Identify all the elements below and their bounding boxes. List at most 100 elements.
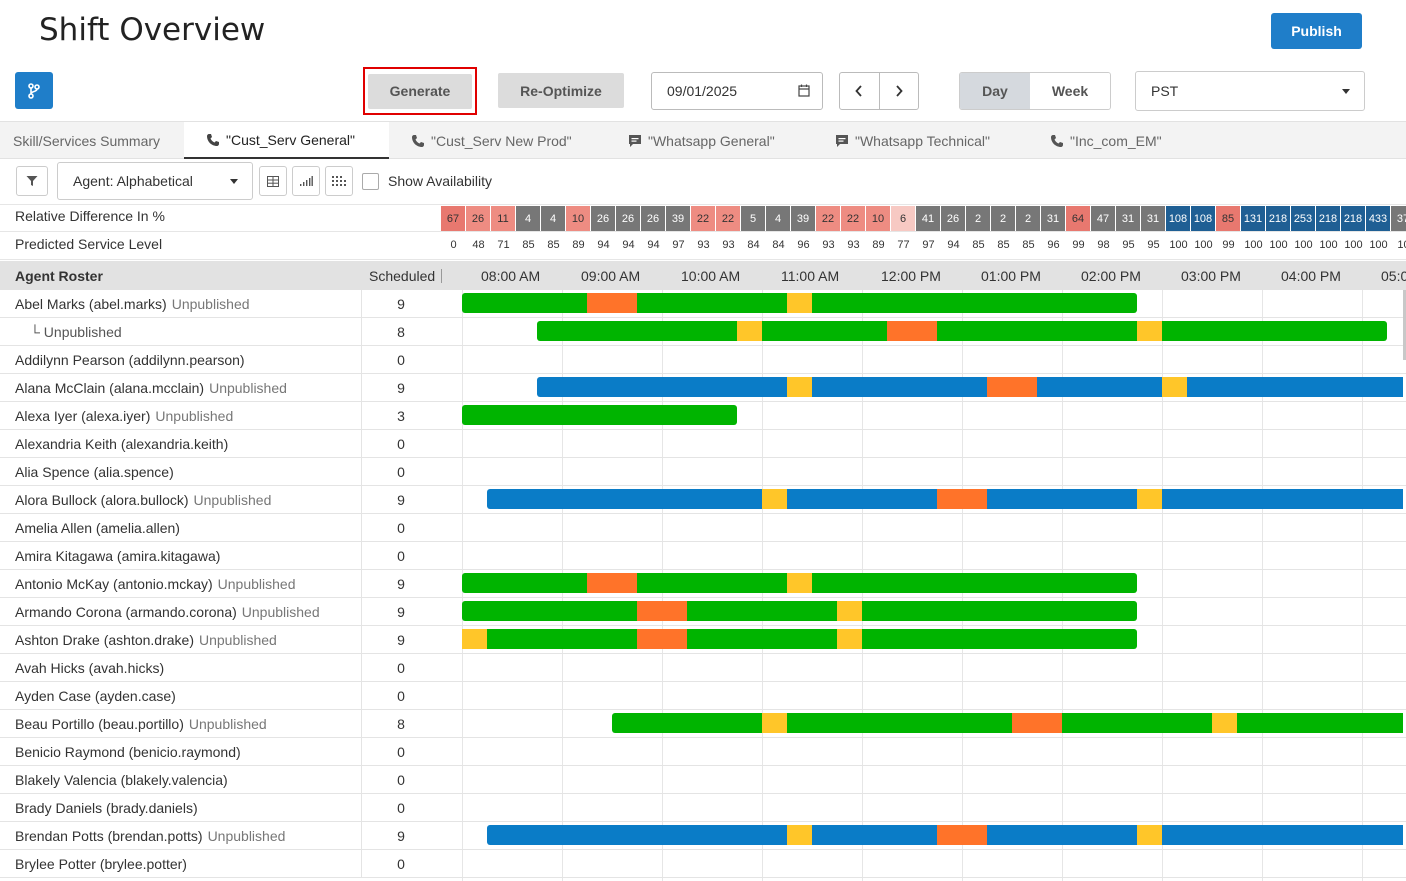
agent-row[interactable]: Abel Marks (abel.marks) Unpublished 9 bbox=[0, 290, 1406, 318]
shift-bar[interactable] bbox=[537, 321, 1387, 341]
tab-cust-serv-general[interactable]: "Cust_Serv General" bbox=[184, 122, 389, 159]
shift-bar[interactable] bbox=[612, 713, 1403, 733]
agent-row[interactable]: Alora Bullock (alora.bullock) Unpublished… bbox=[0, 486, 1406, 514]
shift-bar[interactable] bbox=[462, 601, 1137, 621]
lunch-segment[interactable] bbox=[637, 629, 687, 649]
agent-row[interactable]: Benicio Raymond (benicio.raymond) 0 bbox=[0, 738, 1406, 766]
break-segment[interactable] bbox=[737, 321, 762, 341]
lunch-segment[interactable] bbox=[937, 489, 987, 509]
break-segment[interactable] bbox=[837, 629, 862, 649]
agent-name[interactable]: Beau Portillo (beau.portillo) Unpublished bbox=[15, 716, 267, 732]
agent-name[interactable]: Armando Corona (armando.corona) Unpublish… bbox=[15, 604, 320, 620]
break-segment[interactable] bbox=[787, 825, 812, 845]
lunch-segment[interactable] bbox=[987, 377, 1037, 397]
agent-row[interactable]: Addilynn Pearson (addilynn.pearson) 0 bbox=[0, 346, 1406, 374]
week-view-button[interactable]: Week bbox=[1030, 73, 1110, 109]
agent-name[interactable]: Alexa Iyer (alexa.iyer) Unpublished bbox=[15, 408, 233, 424]
shift-bar[interactable] bbox=[462, 573, 1137, 593]
break-segment[interactable] bbox=[837, 601, 862, 621]
branch-button[interactable] bbox=[15, 72, 53, 109]
break-segment[interactable] bbox=[787, 293, 812, 313]
lunch-segment[interactable] bbox=[637, 601, 687, 621]
agent-name[interactable]: Alora Bullock (alora.bullock) Unpublished bbox=[15, 492, 271, 508]
dots-view-button[interactable] bbox=[325, 166, 353, 196]
agent-row[interactable]: Armando Corona (armando.corona) Unpublish… bbox=[0, 598, 1406, 626]
agent-name[interactable]: Ashton Drake (ashton.drake) Unpublished bbox=[15, 632, 277, 648]
break-segment[interactable] bbox=[1212, 713, 1237, 733]
agent-name[interactable]: Alana McClain (alana.mcclain) Unpublished bbox=[15, 380, 287, 396]
break-segment[interactable] bbox=[1137, 489, 1162, 509]
agent-name[interactable]: Antonio McKay (antonio.mckay) Unpublished bbox=[15, 576, 295, 592]
break-segment[interactable] bbox=[762, 713, 787, 733]
break-segment[interactable] bbox=[1162, 377, 1187, 397]
break-segment[interactable] bbox=[762, 489, 787, 509]
tab-cust-serv-new-prod[interactable]: "Cust_Serv New Prod" bbox=[411, 122, 572, 159]
agent-name[interactable]: Amira Kitagawa (amira.kitagawa) bbox=[15, 548, 220, 564]
agent-row[interactable]: Brady Daniels (brady.daniels) 0 bbox=[0, 794, 1406, 822]
shift-bar[interactable] bbox=[537, 377, 1403, 397]
break-segment[interactable] bbox=[1137, 825, 1162, 845]
agent-row[interactable]: Avah Hicks (avah.hicks) 0 bbox=[0, 654, 1406, 682]
agent-row[interactable]: Amelia Allen (amelia.allen) 0 bbox=[0, 514, 1406, 542]
agent-row[interactable]: Amira Kitagawa (amira.kitagawa) 0 bbox=[0, 542, 1406, 570]
generate-button[interactable]: Generate bbox=[368, 73, 472, 109]
signal-view-button[interactable] bbox=[292, 166, 320, 196]
tab-inc-com-em[interactable]: "Inc_com_EM" bbox=[1050, 122, 1162, 159]
filter-button[interactable] bbox=[16, 166, 48, 196]
agent-row[interactable]: Ashton Drake (ashton.drake) Unpublished 9 bbox=[0, 626, 1406, 654]
shift-bar[interactable] bbox=[462, 405, 737, 425]
tab-skill-summary[interactable]: Skill/Services Summary bbox=[13, 122, 160, 159]
agent-name[interactable]: Alia Spence (alia.spence) bbox=[15, 464, 174, 480]
agent-name[interactable]: Brendan Potts (brendan.potts) Unpublished bbox=[15, 828, 285, 844]
agent-row[interactable]: Brylee Potter (brylee.potter) 0 bbox=[0, 850, 1406, 878]
agent-row[interactable]: Alia Spence (alia.spence) 0 bbox=[0, 458, 1406, 486]
agent-name[interactable]: Alexandria Keith (alexandria.keith) bbox=[15, 436, 228, 452]
agent-name[interactable]: Brady Daniels (brady.daniels) bbox=[15, 800, 198, 816]
prev-day-button[interactable] bbox=[840, 73, 880, 109]
agent-sort-select[interactable]: Agent: Alphabetical bbox=[57, 162, 253, 200]
publish-button[interactable]: Publish bbox=[1271, 13, 1362, 49]
lunch-segment[interactable] bbox=[587, 573, 637, 593]
tab-whatsapp-general[interactable]: "Whatsapp General" bbox=[628, 122, 775, 159]
agent-name[interactable]: Addilynn Pearson (addilynn.pearson) bbox=[15, 352, 245, 368]
agent-name[interactable]: Abel Marks (abel.marks) Unpublished bbox=[15, 296, 250, 312]
shift-bar[interactable] bbox=[487, 489, 1403, 509]
agent-row[interactable]: Alana McClain (alana.mcclain) Unpublished… bbox=[0, 374, 1406, 402]
break-segment[interactable] bbox=[462, 629, 487, 649]
agent-row[interactable]: Antonio McKay (antonio.mckay) Unpublished… bbox=[0, 570, 1406, 598]
lunch-segment[interactable] bbox=[587, 293, 637, 313]
shift-bar[interactable] bbox=[462, 629, 1137, 649]
vertical-scrollbar[interactable] bbox=[1403, 290, 1406, 360]
lunch-segment[interactable] bbox=[937, 825, 987, 845]
lunch-segment[interactable] bbox=[887, 321, 937, 341]
next-day-button[interactable] bbox=[880, 73, 919, 109]
agent-row[interactable]: Beau Portillo (beau.portillo) Unpublished… bbox=[0, 710, 1406, 738]
show-availability-checkbox[interactable] bbox=[362, 173, 379, 190]
agent-row[interactable]: Brendan Potts (brendan.potts) Unpublished… bbox=[0, 822, 1406, 850]
agent-row[interactable]: Alexandria Keith (alexandria.keith) 0 bbox=[0, 430, 1406, 458]
agent-name[interactable]: Brylee Potter (brylee.potter) bbox=[15, 856, 187, 872]
agent-row[interactable]: └ Unpublished 8 bbox=[0, 318, 1406, 346]
agent-name[interactable]: Benicio Raymond (benicio.raymond) bbox=[15, 744, 241, 760]
agent-name[interactable]: └ Unpublished bbox=[30, 324, 122, 340]
agent-row[interactable]: Alexa Iyer (alexa.iyer) Unpublished 3 bbox=[0, 402, 1406, 430]
shift-bar[interactable] bbox=[487, 825, 1403, 845]
day-view-button[interactable]: Day bbox=[960, 73, 1030, 109]
shift-bar[interactable] bbox=[462, 293, 1137, 313]
agent-name[interactable]: Ayden Case (ayden.case) bbox=[15, 688, 176, 704]
agent-row[interactable]: Ayden Case (ayden.case) 0 bbox=[0, 682, 1406, 710]
tab-whatsapp-technical[interactable]: "Whatsapp Technical" bbox=[835, 122, 990, 159]
agent-name[interactable]: Blakely Valencia (blakely.valencia) bbox=[15, 772, 228, 788]
break-segment[interactable] bbox=[1137, 321, 1162, 341]
agent-name[interactable]: Avah Hicks (avah.hicks) bbox=[15, 660, 164, 676]
calendar-icon[interactable] bbox=[798, 84, 810, 97]
reoptimize-button[interactable]: Re-Optimize bbox=[498, 73, 624, 108]
date-field[interactable]: 09/01/2025 bbox=[651, 72, 823, 110]
break-segment[interactable] bbox=[787, 377, 812, 397]
lunch-segment[interactable] bbox=[1012, 713, 1062, 733]
break-segment[interactable] bbox=[787, 573, 812, 593]
grid-view-button[interactable] bbox=[259, 166, 287, 196]
agent-row[interactable]: Blakely Valencia (blakely.valencia) 0 bbox=[0, 766, 1406, 794]
agent-name[interactable]: Amelia Allen (amelia.allen) bbox=[15, 520, 180, 536]
timezone-select[interactable]: PST bbox=[1135, 71, 1365, 111]
